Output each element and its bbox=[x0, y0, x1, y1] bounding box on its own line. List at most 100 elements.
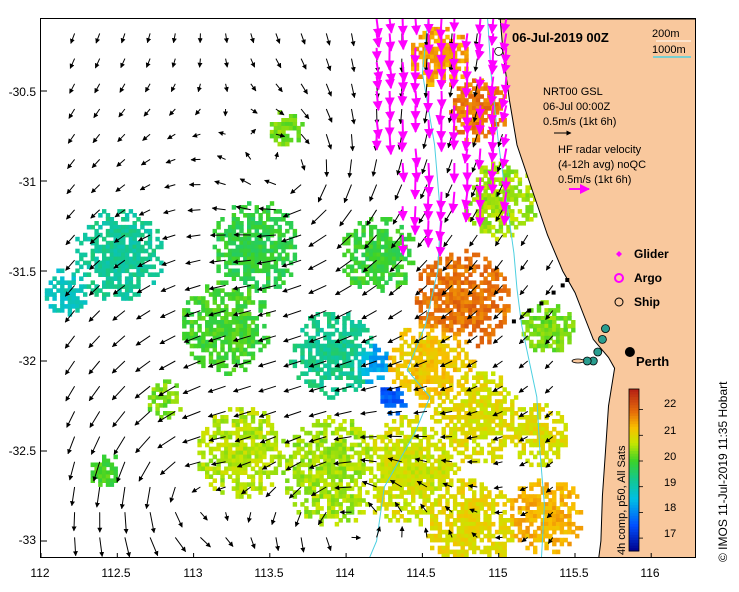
sst-cell bbox=[456, 411, 462, 416]
map-canvas[interactable] bbox=[41, 19, 696, 558]
sst-cell bbox=[109, 280, 115, 285]
current-arrow bbox=[343, 184, 352, 204]
sst-cell bbox=[430, 280, 435, 285]
sst-cell bbox=[56, 268, 61, 274]
sst-cell bbox=[273, 430, 279, 436]
sst-cell bbox=[464, 510, 469, 515]
sst-cell bbox=[277, 454, 282, 460]
sst-cell bbox=[494, 276, 500, 281]
sst-cell bbox=[250, 260, 256, 266]
sst-cell bbox=[506, 292, 511, 297]
sst-cell bbox=[399, 363, 404, 369]
current-arrow bbox=[182, 385, 201, 395]
sst-cell bbox=[449, 415, 454, 420]
sst-cell bbox=[491, 224, 496, 230]
sst-cell bbox=[388, 438, 393, 444]
sst-cell bbox=[365, 351, 370, 357]
current-arrow bbox=[283, 385, 302, 393]
current-arrow bbox=[334, 410, 352, 417]
sst-cell bbox=[136, 248, 141, 254]
current-arrow bbox=[283, 360, 302, 368]
sst-cell bbox=[227, 260, 233, 266]
sst-cell bbox=[220, 347, 225, 353]
sst-cell bbox=[250, 407, 256, 412]
sst-cell bbox=[533, 442, 538, 448]
gsl-note-line: 06-Jul 00:00Z bbox=[543, 101, 611, 113]
sst-cell bbox=[449, 442, 454, 448]
sst-cell bbox=[525, 205, 530, 210]
sst-cell bbox=[266, 280, 271, 285]
sst-cell bbox=[475, 529, 481, 535]
map-frame[interactable] bbox=[40, 18, 696, 558]
sst-cell bbox=[441, 347, 446, 353]
sst-cell bbox=[456, 466, 462, 472]
current-arrow bbox=[518, 360, 529, 369]
sst-cell bbox=[266, 312, 271, 317]
sst-cell bbox=[361, 355, 366, 361]
sst-cell bbox=[197, 335, 202, 341]
sst-cell bbox=[262, 470, 267, 475]
sst-cell bbox=[430, 514, 435, 519]
sst-cell bbox=[243, 244, 248, 250]
sst-cell bbox=[536, 478, 542, 483]
sst-cell bbox=[521, 213, 526, 218]
sst-cell bbox=[277, 141, 282, 147]
sst-cell bbox=[552, 537, 557, 543]
sst-cell bbox=[430, 379, 435, 384]
sst-cell bbox=[487, 422, 492, 428]
sst-cell bbox=[491, 304, 496, 309]
sst-cell bbox=[388, 276, 393, 281]
sst-cell bbox=[426, 367, 431, 373]
sst-cell bbox=[437, 288, 443, 293]
sst-cell bbox=[498, 438, 504, 444]
sst-cell bbox=[479, 498, 484, 503]
sst-cell bbox=[159, 415, 164, 420]
sst-cell bbox=[330, 323, 336, 329]
sst-cell bbox=[540, 502, 545, 507]
sst-cell bbox=[468, 280, 473, 285]
sst-cell bbox=[513, 224, 519, 230]
sst-cell bbox=[441, 510, 446, 515]
sst-cell bbox=[353, 498, 359, 503]
hf-arrow bbox=[411, 90, 422, 109]
sst-cell bbox=[475, 296, 481, 301]
sst-cell bbox=[266, 268, 271, 274]
sst-cell bbox=[407, 422, 412, 428]
sst-cell bbox=[323, 426, 328, 432]
sst-cell bbox=[475, 177, 481, 182]
sst-cell bbox=[491, 292, 496, 297]
current-arrow bbox=[519, 461, 528, 467]
current-arrow bbox=[218, 131, 226, 136]
sst-cell bbox=[502, 442, 507, 448]
current-arrow bbox=[545, 486, 554, 493]
sst-cell bbox=[128, 280, 134, 285]
sst-cell bbox=[559, 514, 565, 519]
sst-cell bbox=[533, 529, 538, 535]
sst-cell bbox=[285, 118, 290, 123]
sst-cell bbox=[563, 320, 568, 325]
sst-cell bbox=[536, 494, 542, 499]
sst-cell bbox=[460, 383, 465, 388]
sst-cell bbox=[357, 359, 362, 365]
sst-cell bbox=[121, 248, 126, 254]
sst-cell bbox=[235, 244, 240, 250]
sst-cell bbox=[384, 240, 389, 246]
sst-cell bbox=[498, 454, 504, 460]
sst-cell bbox=[411, 419, 416, 424]
sst-cell bbox=[468, 304, 473, 309]
sst-cell bbox=[109, 221, 115, 226]
sst-cell bbox=[174, 395, 179, 400]
sst-cell bbox=[285, 462, 290, 468]
sst-cell bbox=[327, 514, 332, 519]
sst-cell bbox=[483, 458, 488, 464]
sst-cell bbox=[262, 228, 267, 234]
sst-cell bbox=[201, 296, 206, 301]
sst-cell bbox=[334, 521, 340, 527]
colorbar-segment bbox=[629, 418, 639, 422]
sst-cell bbox=[102, 474, 107, 479]
sst-cell bbox=[247, 248, 252, 254]
sst-cell bbox=[227, 371, 233, 376]
current-arrow bbox=[64, 285, 75, 297]
sst-cell bbox=[502, 304, 507, 309]
sst-cell bbox=[247, 296, 252, 301]
